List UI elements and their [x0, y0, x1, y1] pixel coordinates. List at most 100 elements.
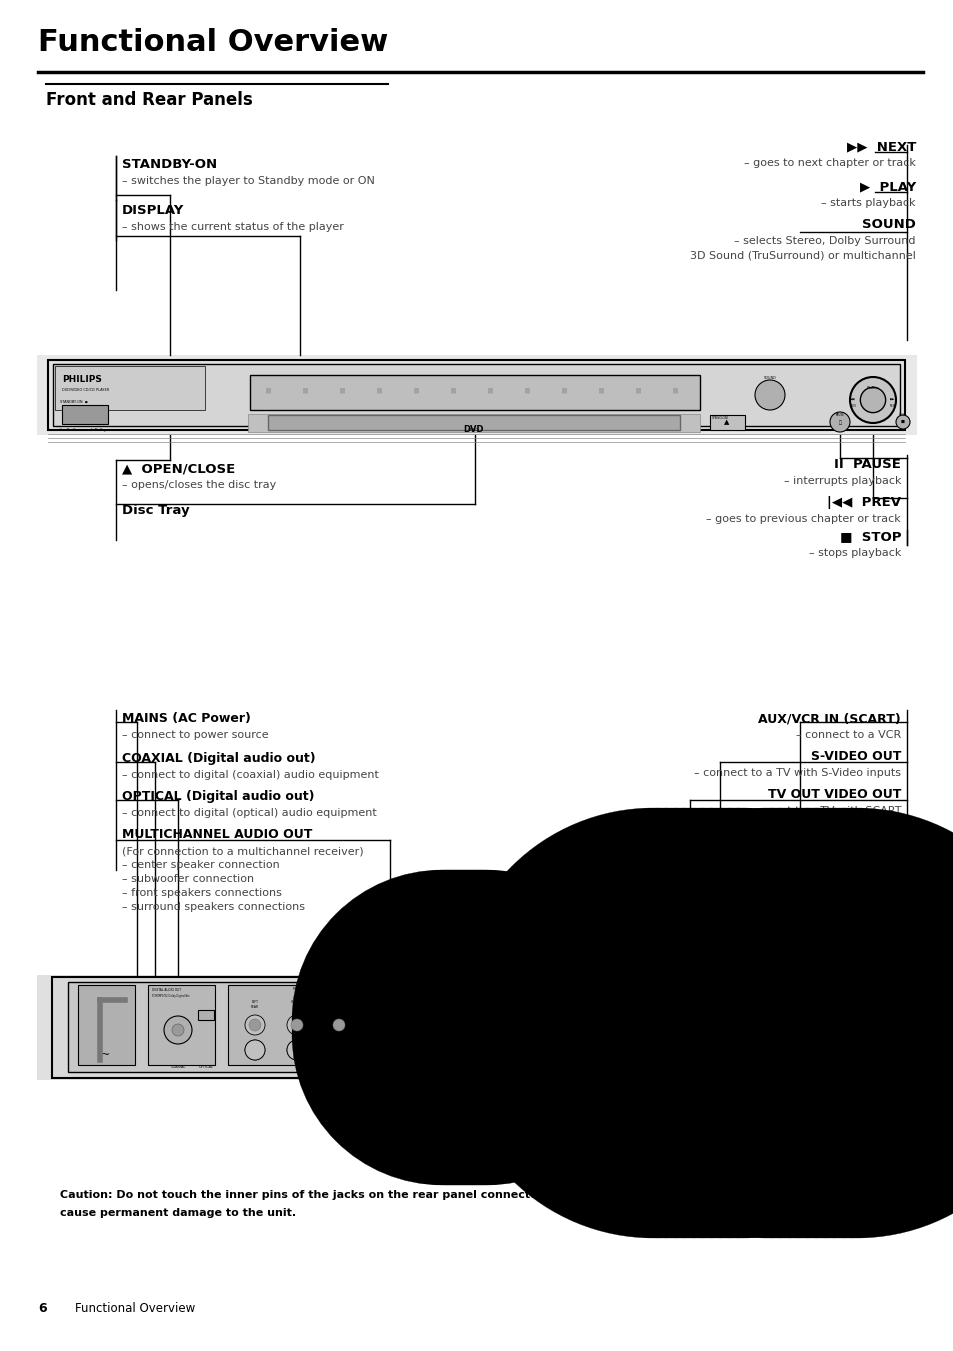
Circle shape — [584, 823, 953, 1223]
Text: CENTER: CENTER — [291, 1000, 302, 1004]
Circle shape — [612, 838, 953, 1238]
Circle shape — [332, 885, 631, 1185]
Bar — [52, 977, 901, 1078]
Text: MULTICHANNEL AUDIO OUT: MULTICHANNEL AUDIO OUT — [293, 988, 333, 992]
Circle shape — [327, 870, 626, 1170]
Circle shape — [566, 808, 953, 1208]
Circle shape — [647, 823, 953, 1223]
Circle shape — [584, 838, 953, 1238]
Text: – connect to power source: – connect to power source — [122, 730, 269, 740]
Bar — [62, 405, 108, 424]
Circle shape — [329, 1040, 349, 1061]
Text: S-VIDEO OUT: S-VIDEO OUT — [810, 750, 900, 763]
Text: Front and Rear Panels: Front and Rear Panels — [46, 91, 253, 109]
Circle shape — [584, 808, 953, 1208]
Circle shape — [296, 870, 597, 1170]
Circle shape — [312, 870, 612, 1170]
Circle shape — [249, 1019, 261, 1031]
Circle shape — [375, 1015, 395, 1035]
Text: |||: ||| — [265, 388, 271, 393]
Circle shape — [524, 808, 924, 1208]
Circle shape — [534, 823, 933, 1223]
Bar — [250, 376, 700, 409]
Text: MAINS (AC Power): MAINS (AC Power) — [122, 712, 251, 725]
Circle shape — [479, 808, 879, 1208]
Text: dts  TruSurround  Dolby: dts TruSurround Dolby — [58, 428, 107, 432]
Text: L  R: L R — [359, 1006, 366, 1011]
Circle shape — [602, 823, 953, 1223]
Circle shape — [461, 838, 862, 1238]
Circle shape — [542, 808, 942, 1208]
Text: AUDIO OUT VIDEO OUT: AUDIO OUT VIDEO OUT — [337, 1000, 372, 1004]
Text: PCM/MP3/S2-Dolby Digital/dts: PCM/MP3/S2-Dolby Digital/dts — [152, 994, 190, 998]
Circle shape — [489, 823, 888, 1223]
Bar — [198, 1011, 213, 1020]
Circle shape — [307, 870, 606, 1170]
Text: ~: ~ — [101, 1050, 111, 1061]
Circle shape — [506, 808, 906, 1208]
Text: TV OUT: TV OUT — [458, 988, 471, 992]
Text: |||: ||| — [375, 388, 381, 393]
Text: OUT: OUT — [525, 1061, 532, 1065]
Text: OPTICAL (Digital audio out): OPTICAL (Digital audio out) — [122, 790, 314, 802]
Circle shape — [576, 823, 953, 1223]
Circle shape — [329, 1040, 349, 1061]
Circle shape — [245, 1040, 265, 1061]
Circle shape — [312, 885, 612, 1185]
Circle shape — [849, 377, 895, 423]
Circle shape — [333, 1019, 345, 1031]
Text: SOUND: SOUND — [762, 376, 776, 380]
Text: ⏸: ⏸ — [838, 420, 841, 424]
Circle shape — [639, 808, 953, 1208]
Circle shape — [307, 885, 606, 1185]
Text: Disc Tray: Disc Tray — [122, 504, 190, 517]
Text: cause permanent damage to the unit.: cause permanent damage to the unit. — [60, 1208, 295, 1219]
Text: SOUND: SOUND — [862, 218, 915, 231]
Bar — [268, 415, 679, 430]
Circle shape — [576, 808, 953, 1208]
Text: LEFT
FRONT: LEFT FRONT — [334, 1000, 344, 1009]
Text: – connect to digital (coaxial) audio equipment: – connect to digital (coaxial) audio equ… — [122, 770, 378, 780]
Text: PAUSE: PAUSE — [835, 413, 843, 417]
Text: – connect to a TV with CVBS video inputs: – connect to a TV with CVBS video inputs — [671, 842, 900, 852]
Circle shape — [534, 838, 933, 1238]
Circle shape — [302, 870, 601, 1170]
Circle shape — [860, 388, 884, 412]
Circle shape — [287, 1040, 307, 1061]
Circle shape — [602, 838, 953, 1238]
Text: L  R: L R — [386, 1006, 393, 1011]
Text: |||: ||| — [598, 388, 603, 393]
Circle shape — [497, 823, 897, 1223]
Circle shape — [629, 838, 953, 1238]
Text: (For connection to a multichannel receiver): (For connection to a multichannel receiv… — [122, 846, 363, 857]
Text: STANDBY-ON  ●: STANDBY-ON ● — [60, 400, 88, 404]
Text: PLAY ▶: PLAY ▶ — [866, 386, 879, 390]
Circle shape — [302, 885, 601, 1185]
Circle shape — [594, 838, 953, 1238]
Circle shape — [479, 838, 879, 1238]
Circle shape — [316, 885, 617, 1185]
Circle shape — [620, 838, 953, 1238]
Text: Functional Overview: Functional Overview — [75, 1302, 195, 1315]
Text: PREV: PREV — [848, 404, 856, 408]
Text: TV OUT: TV OUT — [697, 988, 707, 992]
Text: TV OUT VIDEO OUT: TV OUT VIDEO OUT — [767, 788, 900, 801]
Circle shape — [292, 870, 592, 1170]
Circle shape — [620, 808, 953, 1208]
Text: AUX/VCR IN (SCART): AUX/VCR IN (SCART) — [758, 712, 900, 725]
Bar — [641, 985, 889, 1065]
Text: |||: ||| — [338, 388, 345, 393]
Text: MULTICHANNEL AUDIO OUT: MULTICHANNEL AUDIO OUT — [122, 828, 312, 842]
Circle shape — [336, 885, 637, 1185]
Text: S-VIDEO: S-VIDEO — [522, 988, 535, 992]
Circle shape — [612, 808, 953, 1208]
Circle shape — [291, 1019, 303, 1031]
Text: VIDEO OUT (CVBS): VIDEO OUT (CVBS) — [770, 824, 900, 838]
Circle shape — [657, 823, 953, 1223]
Text: ▶▶: ▶▶ — [889, 399, 895, 403]
Circle shape — [336, 870, 637, 1170]
Text: – center speaker connection: – center speaker connection — [122, 861, 279, 870]
Circle shape — [489, 808, 888, 1208]
Text: ▶  PLAY: ▶ PLAY — [859, 180, 915, 193]
Text: |◀◀  PREV: |◀◀ PREV — [826, 496, 900, 509]
